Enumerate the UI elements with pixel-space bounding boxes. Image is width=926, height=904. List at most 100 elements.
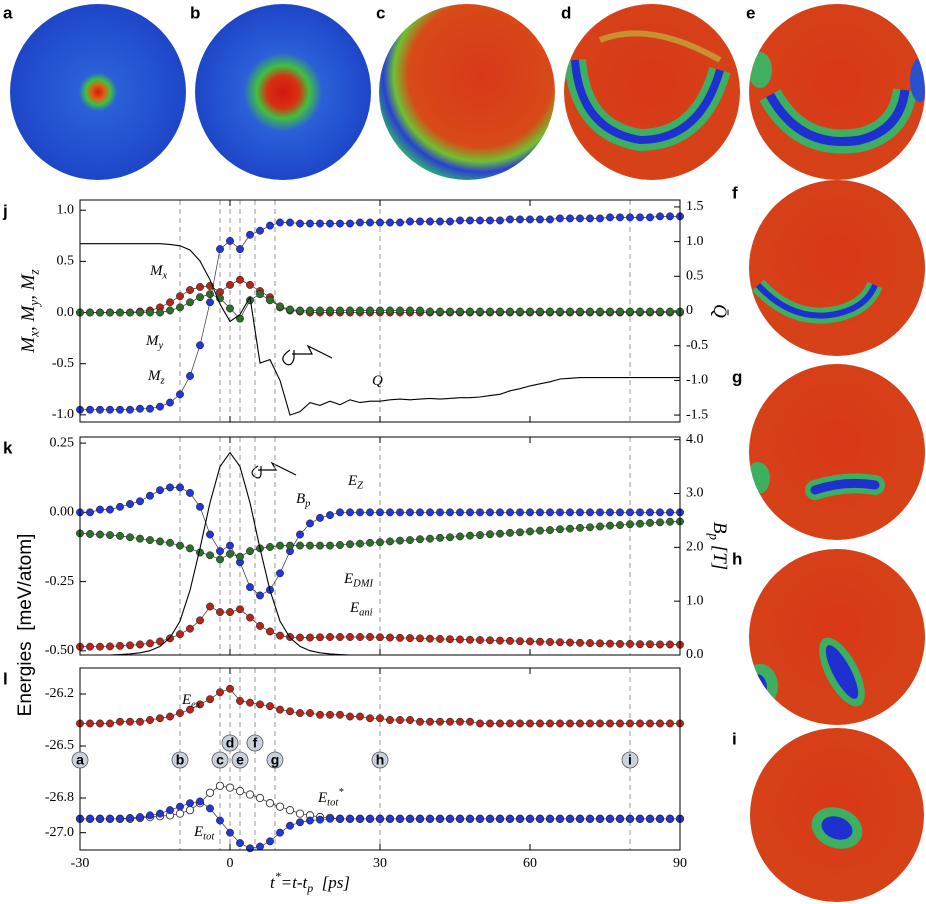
data-point bbox=[186, 799, 194, 808]
text-part: , M bbox=[18, 273, 39, 300]
data-point bbox=[336, 541, 344, 549]
snapshot-image bbox=[749, 180, 925, 356]
data-point bbox=[156, 537, 164, 546]
data-point bbox=[336, 633, 344, 641]
data-point bbox=[386, 716, 394, 724]
text-part: =t-t bbox=[281, 873, 309, 892]
text-part: z bbox=[27, 269, 42, 275]
data-point bbox=[416, 217, 424, 226]
data-point bbox=[316, 815, 324, 824]
data-point bbox=[416, 717, 424, 726]
data-point bbox=[226, 304, 234, 313]
data-point bbox=[556, 814, 564, 823]
data-point bbox=[396, 633, 404, 642]
x-tick-label: 30 bbox=[373, 856, 387, 871]
text-part: y bbox=[27, 300, 42, 308]
data-point bbox=[266, 221, 274, 230]
text-part: [ps] bbox=[313, 873, 350, 892]
data-point bbox=[166, 712, 174, 721]
y-tick-label: -26.8 bbox=[45, 790, 74, 805]
data-point bbox=[356, 712, 364, 721]
data-point bbox=[226, 828, 234, 837]
data-point bbox=[386, 306, 394, 315]
data-point bbox=[96, 719, 104, 728]
snapshot-image bbox=[750, 728, 924, 902]
data-point bbox=[176, 483, 184, 492]
data-point bbox=[456, 216, 464, 225]
data-point bbox=[216, 555, 224, 564]
data-point bbox=[456, 508, 464, 517]
data-point bbox=[426, 307, 434, 316]
y-tick-label: 1.0 bbox=[57, 202, 75, 217]
data-point bbox=[596, 814, 604, 823]
data-point bbox=[296, 306, 304, 315]
y2-tick-label: 4.0 bbox=[686, 432, 704, 447]
snapshot-image bbox=[195, 4, 371, 180]
data-point bbox=[176, 541, 184, 550]
y-tick-label: -0.50 bbox=[45, 643, 74, 658]
snapshot-marker-label: g bbox=[271, 752, 280, 768]
series-label: Q bbox=[372, 373, 383, 389]
data-point bbox=[166, 483, 174, 492]
snapshot-image bbox=[379, 4, 555, 180]
data-point bbox=[176, 390, 184, 399]
data-point bbox=[176, 303, 184, 312]
data-point bbox=[456, 717, 464, 726]
data-point bbox=[626, 213, 634, 222]
data-point bbox=[276, 218, 284, 227]
data-point bbox=[225, 783, 235, 792]
data-point bbox=[446, 217, 454, 226]
data-point bbox=[285, 805, 295, 815]
data-point bbox=[116, 531, 124, 540]
data-point bbox=[436, 717, 444, 726]
series-label: Eex bbox=[181, 692, 201, 710]
data-point bbox=[486, 508, 494, 517]
data-point bbox=[386, 218, 394, 227]
data-point bbox=[586, 814, 594, 823]
data-point bbox=[636, 213, 644, 222]
data-point bbox=[376, 218, 384, 227]
data-point bbox=[626, 508, 634, 517]
data-point bbox=[396, 508, 404, 517]
data-point bbox=[386, 537, 394, 546]
data-point bbox=[476, 216, 484, 225]
data-point bbox=[396, 536, 404, 545]
data-point bbox=[546, 215, 554, 224]
data-point bbox=[636, 640, 644, 649]
data-point bbox=[416, 508, 424, 517]
data-point bbox=[336, 219, 344, 228]
snapshot-image bbox=[10, 4, 186, 180]
arrow-icon bbox=[251, 461, 297, 479]
data-point bbox=[256, 290, 264, 299]
data-point bbox=[396, 814, 404, 823]
text-part: E bbox=[317, 790, 327, 806]
data-point bbox=[526, 637, 534, 646]
text-part: B bbox=[709, 522, 730, 534]
data-point bbox=[426, 814, 434, 823]
y2-tick-label: 1.0 bbox=[686, 234, 704, 249]
data-point bbox=[606, 213, 614, 222]
text-part: [T] bbox=[709, 540, 730, 570]
data-point bbox=[266, 837, 274, 846]
data-point bbox=[496, 216, 504, 225]
data-point bbox=[556, 638, 564, 647]
data-point bbox=[596, 307, 604, 316]
data-point bbox=[256, 621, 264, 630]
data-point bbox=[136, 640, 144, 649]
arrow-icon bbox=[282, 344, 333, 366]
y2-tick-label: 3.0 bbox=[686, 486, 704, 501]
data-point bbox=[116, 502, 124, 511]
data-point bbox=[646, 814, 654, 823]
data-point bbox=[266, 543, 274, 551]
data-point bbox=[236, 605, 244, 614]
data-point bbox=[376, 508, 384, 517]
data-point bbox=[526, 814, 534, 823]
data-point bbox=[96, 530, 104, 539]
data-point bbox=[416, 814, 424, 823]
data-point bbox=[516, 719, 524, 728]
y2-tick-label: -1.0 bbox=[686, 373, 708, 388]
data-point bbox=[336, 814, 344, 823]
data-point bbox=[616, 814, 624, 823]
data-point bbox=[576, 214, 584, 223]
data-point bbox=[506, 307, 514, 316]
